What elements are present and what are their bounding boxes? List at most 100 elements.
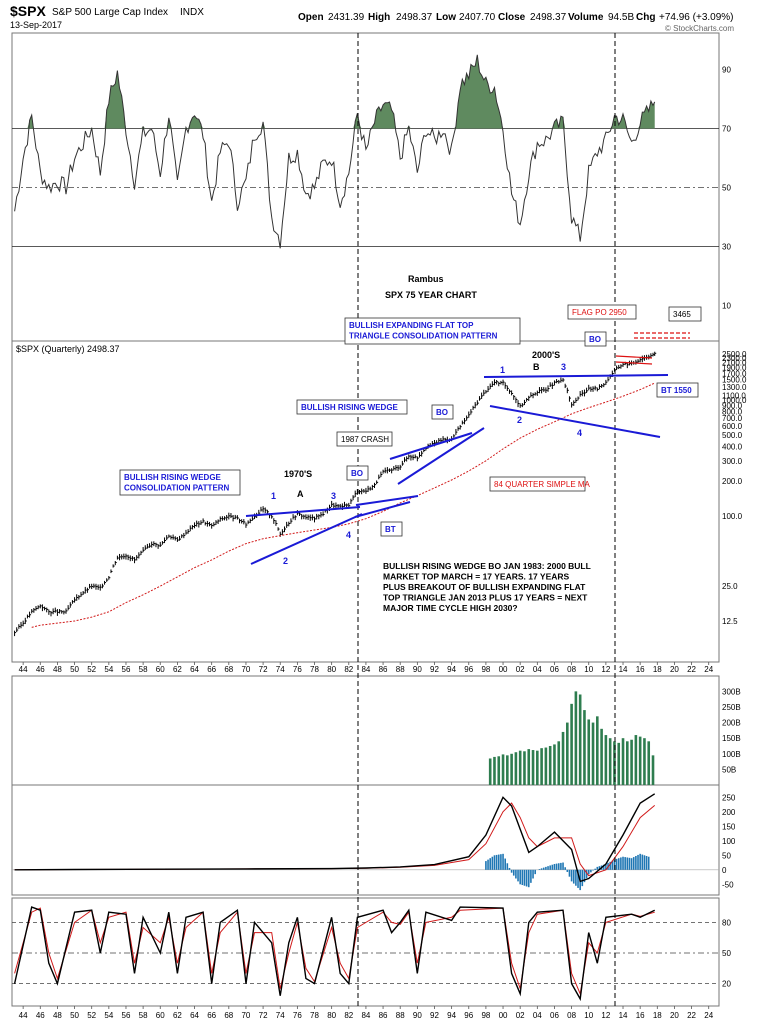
price-x-tick: 78 [310,665,319,674]
macd-histogram-bar [547,866,549,870]
chg-value: +74.96 (+3.09%) [659,12,734,23]
flag-po-label: FLAG PO 2950 [572,308,627,317]
stoch-x-tick: 64 [190,1011,199,1020]
trendlines [245,374,669,565]
price-axis-tick: 800.0 [722,407,743,416]
macd-histogram-bar [489,858,491,870]
triangle-bottom [489,405,661,438]
price-x-tick: 88 [396,665,405,674]
volume-bar [617,742,621,785]
macd-histogram-bar [594,868,596,870]
macd-histogram-bar [560,862,562,870]
cycle-note: BULLISH RISING WEDGE BO JAN 1983: 2000 B… [383,561,591,613]
price-x-tick: 66 [207,665,216,674]
volume-bar [574,691,578,785]
volume-bar [587,719,591,785]
chart-index-name: S&P 500 Large Cap Index [52,7,168,18]
annotation-line: MAJOR TIME CYCLE HIGH 2030? [383,603,518,613]
crash-1987-box [336,431,393,447]
macd-histogram-bar [590,869,592,873]
stoch-x-tick: 68 [224,1011,233,1020]
macd-histogram-bar [545,866,547,870]
stoch-x-tick: 24 [704,1011,713,1020]
volume-bar [557,741,561,785]
wedge87-label-box [296,399,408,415]
price-x-tick: 56 [122,665,131,674]
grid-layer: 90705030102500.02300.02100.01900.01700.0… [12,66,747,1020]
price-axis-tick: 25.0 [722,582,738,591]
macd-histogram-bar [585,869,588,879]
rsi-axis-tick: 90 [722,66,731,75]
bo-2013-box [584,331,607,347]
stoch-x-tick: 70 [241,1011,250,1020]
price-axis-tick: 2500.0 [722,350,747,359]
bo-1995-box [431,404,454,420]
volume-bar [506,755,509,785]
low-label: Low [436,12,456,23]
price-axis-tick: 2100.0 [722,359,747,368]
quote-bar: Open 2431.39 High 2498.37 Low 2407.70 Cl… [298,12,734,23]
macd-histogram-bar [553,863,556,870]
price-x-tick: 46 [36,665,45,674]
price-axis-tick: 1900.0 [722,364,747,373]
wave-b: B [533,362,540,372]
macd-histogram-bar [515,869,517,879]
macd-histogram-bar [525,869,528,887]
macd-histogram-bar [598,866,601,870]
stoch-x-tick: 14 [619,1011,628,1020]
volume-bar [638,736,642,785]
rsi-panel [11,32,720,342]
stoch-x-tick: 58 [139,1011,148,1020]
price-x-tick: 16 [636,665,645,674]
macd-histogram-bar [485,861,487,870]
price-x-tick: 10 [584,665,593,674]
price-axis-tick: 1000.0 [722,396,747,405]
stoch-x-tick: 84 [361,1011,370,1020]
macd-histogram-bar [575,869,577,886]
stoch-x-tick: 86 [379,1011,388,1020]
wedge70s-lower [250,513,363,565]
volume-bar [510,753,513,785]
macd-histogram-bar [637,854,639,870]
price-x-tick: 20 [670,665,679,674]
price-x-tick: 14 [619,665,628,674]
price-x-tick: 06 [550,665,559,674]
target-3465-box [668,306,702,322]
bt-box [380,521,403,537]
close-label: Close [498,12,526,23]
bt-1550-label: BT 1550 [661,386,692,395]
macd-histogram-bar [581,869,584,887]
wave-a: A [297,489,304,499]
macd-histogram-bar [615,858,618,870]
stoch-x-tick: 96 [464,1011,473,1020]
macd-histogram-bar [583,869,586,883]
price-axis-tick: 1100.0 [722,391,746,400]
stoch-axis-tick: 50 [722,949,731,958]
price-x-tick: 60 [156,665,165,674]
macd-histogram-bar [521,869,524,886]
wave-3-70s: 3 [331,491,336,501]
macd-axis-tick: 200 [722,808,736,817]
open-value: 2431.39 [328,12,365,23]
price-x-tick: 72 [259,665,268,674]
volume-axis-tick: 200B [722,719,741,728]
crash-1987-label: 1987 CRASH [341,435,389,444]
price-axis-tick: 1500.0 [722,376,747,385]
flag-line-2 [615,361,653,365]
macd-histogram-bar [596,866,599,870]
watermark: © StockCharts.com [665,24,734,33]
volume-bar [527,749,531,785]
volume-axis-tick: 300B [722,687,741,696]
macd-histogram-bar [502,853,504,870]
stoch-x-tick: 20 [670,1011,679,1020]
macd-axis-tick: 50 [722,851,731,860]
macd-axis-tick: 250 [722,793,736,802]
stoch-x-tick: 92 [430,1011,439,1020]
price-x-tick: 98 [481,665,490,674]
macd-histogram-bar [592,869,594,871]
price-x-tick: 58 [139,665,148,674]
rsi-axis-tick: 10 [722,302,731,311]
price-axis-tick: 500.0 [722,431,743,440]
flag-lines [615,332,690,365]
volume-axis-tick: 250B [722,703,741,712]
